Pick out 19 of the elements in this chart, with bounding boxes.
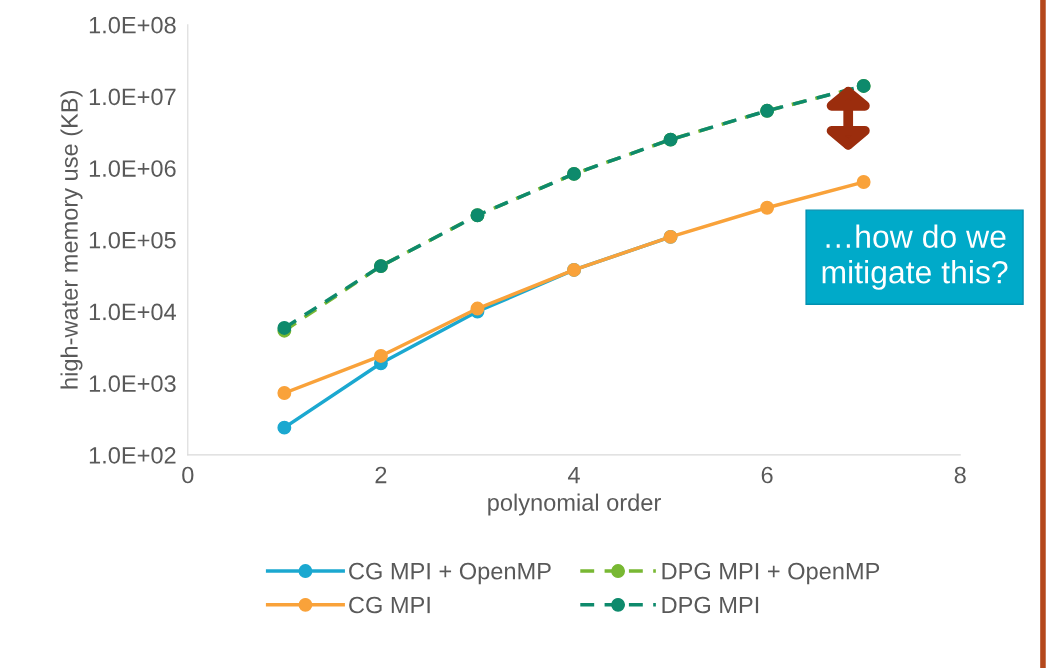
y-tick-label: 1.0E+02 [89, 446, 176, 464]
legend-label: DPG MPI + OpenMP [662, 562, 880, 585]
legend-label: CG MPI + OpenMP [349, 562, 551, 585]
x-tick-label: 0 [182, 466, 194, 484]
y-tick-label: 1.0E+08 [89, 16, 176, 34]
annotation: …how do we mitigate this? [822, 224, 1008, 290]
y-tick-label: 1.0E+07 [89, 88, 176, 106]
y-axis-title: high-water memory use (KB) [60, 91, 83, 389]
y-tick-label: 1.0E+06 [89, 160, 176, 177]
x-tick-label: 2 [375, 466, 387, 484]
y-tick-label: 1.0E+04 [89, 303, 176, 321]
x-tick-label: 8 [954, 466, 966, 484]
x-tick-label: 4 [567, 466, 580, 484]
x-axis-title: polynomial order [488, 493, 661, 516]
x-tick-label: 6 [761, 466, 773, 484]
y-tick-label: 1.0E+03 [89, 375, 176, 392]
y-tick-label: 1.0E+05 [89, 231, 176, 249]
legend-label: CG MPI [349, 596, 430, 614]
legend-label: DPG MPI [662, 596, 759, 614]
